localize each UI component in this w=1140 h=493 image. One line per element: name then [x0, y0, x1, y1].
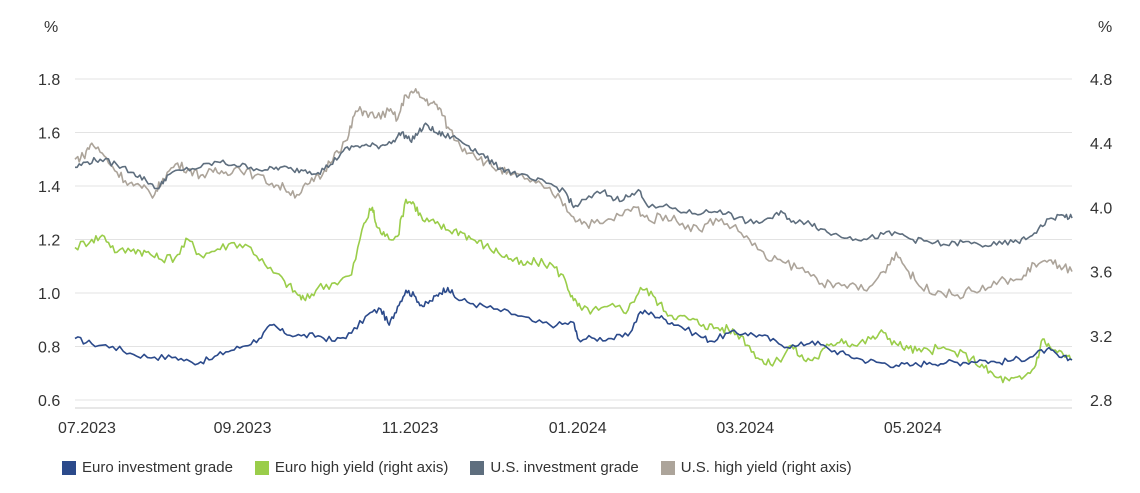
left-axis-unit: %: [44, 19, 58, 36]
x-tick-label: 07.2023: [58, 420, 116, 437]
left-tick-label: 0.6: [38, 393, 60, 410]
legend-swatch: [254, 460, 269, 475]
right-tick-label: 4.8: [1090, 72, 1112, 89]
x-tick-label: 11.2023: [382, 420, 439, 437]
chart-canvas: 0.6 0.8 1.0 1.2 1.4 1.6 1.8 2.8 3.2 3.6 4.0 4.4 4.8 0…: [38, 19, 1112, 437]
legend-item: U.S. high yield (right axis): [660, 459, 852, 476]
left-tick-label: 0.8: [38, 340, 60, 357]
legend-item: Euro high yield (right axis): [254, 459, 449, 476]
legend-item: Euro investment grade: [62, 459, 233, 476]
legend-swatch: [470, 460, 485, 475]
right-tick-label: 3.2: [1090, 329, 1112, 346]
x-tick-label: 01.2024: [549, 420, 607, 437]
right-tick-label: 4.0: [1090, 200, 1112, 217]
x-tick-label: 05.2024: [884, 420, 942, 437]
legend-label: Euro investment grade: [82, 459, 233, 476]
legend-swatch: [660, 460, 675, 475]
x-tick-label: 03.2024: [716, 420, 774, 437]
left-tick-label: 1.4: [38, 179, 60, 196]
left-tick-label: 1.8: [38, 72, 60, 89]
left-tick-label: 1.0: [38, 286, 60, 303]
series-line-2: [75, 122, 1073, 248]
legend-label: U.S. investment grade: [490, 459, 639, 476]
legend: Euro investment grade Euro high yield (ri…: [62, 459, 874, 476]
left-tick-label: 1.6: [38, 126, 60, 143]
axes: 0.6 0.8 1.0 1.2 1.4 1.6 1.8 2.8 3.2 3.6 4.0 4.4 4.8 0…: [38, 72, 1112, 437]
legend-item: U.S. investment grade: [470, 459, 639, 476]
series-line-3: [74, 88, 1073, 300]
legend-swatch: [62, 460, 76, 475]
right-tick-label: 2.8: [1090, 393, 1112, 410]
legend-label: U.S. high yield (right axis): [680, 459, 852, 476]
left-tick-label: 1.2: [38, 233, 60, 250]
right-axis-unit: %: [1098, 19, 1112, 36]
series-lines: [74, 88, 1073, 384]
x-tick-label: 09.2023: [214, 420, 272, 437]
right-tick-label: 3.6: [1090, 265, 1112, 282]
right-tick-label: 4.4: [1090, 136, 1112, 153]
legend-label: Euro high yield (right axis): [274, 459, 449, 476]
series-line-0: [74, 286, 1073, 369]
series-line-1: [74, 198, 1073, 384]
